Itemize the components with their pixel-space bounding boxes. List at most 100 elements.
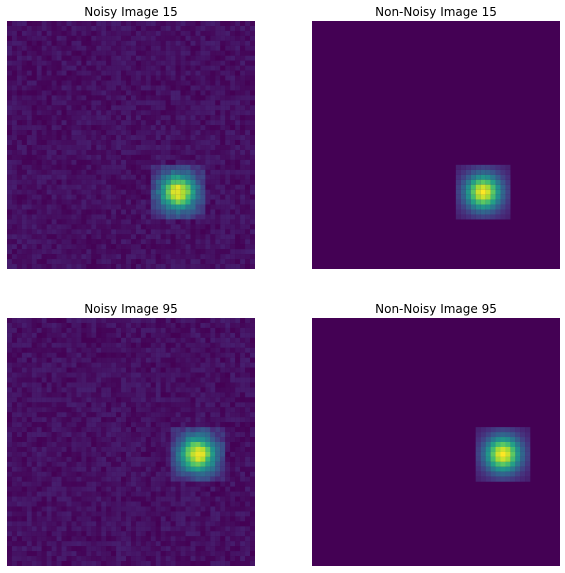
heatmap-cell: [215, 541, 221, 547]
heatmap-cell: [21, 437, 27, 443]
heatmap-cell: [26, 199, 32, 205]
heatmap-cell: [16, 30, 22, 36]
heatmap-cell: [135, 219, 141, 225]
heatmap-cell: [121, 511, 127, 517]
heatmap-cell: [91, 357, 97, 363]
heatmap-cell: [175, 164, 181, 170]
heatmap-cell: [126, 392, 132, 398]
heatmap-cell: [235, 496, 241, 502]
heatmap-cell: [11, 352, 17, 358]
heatmap-cell: [195, 239, 201, 245]
heatmap-cell: [230, 387, 236, 393]
heatmap-cell: [245, 407, 251, 413]
heatmap-cell: [240, 140, 246, 146]
heatmap-cell: [61, 322, 67, 328]
heatmap-cell: [180, 387, 186, 393]
heatmap-cell: [170, 105, 176, 111]
heatmap-cell: [56, 357, 62, 363]
heatmap-cell: [180, 234, 186, 240]
heatmap-cell: [116, 437, 122, 443]
heatmap-cell: [126, 145, 132, 151]
heatmap-cell: [220, 25, 226, 31]
heatmap-cell: [225, 318, 231, 324]
heatmap-cell: [140, 496, 146, 502]
heatmap-cell: [220, 224, 226, 230]
heatmap-cell: [121, 342, 127, 348]
heatmap-cell: [111, 70, 117, 76]
heatmap-cell: [250, 70, 255, 76]
heatmap-cell: [81, 45, 87, 51]
heatmap-cell: [140, 318, 146, 324]
heatmap-cell: [36, 412, 42, 418]
heatmap-cell: [185, 397, 191, 403]
heatmap-cell: [135, 511, 141, 517]
heatmap-cell: [170, 521, 176, 527]
heatmap-cell: [66, 40, 72, 46]
heatmap-cell: [36, 95, 42, 101]
heatmap-cell: [131, 322, 137, 328]
heatmap-cell: [16, 234, 22, 240]
heatmap-cell: [155, 337, 161, 343]
heatmap-cell: [41, 35, 47, 41]
heatmap-cell: [180, 437, 186, 443]
heatmap-cell: [66, 194, 72, 200]
heatmap-cell: [230, 249, 236, 255]
heatmap-cell: [31, 471, 37, 477]
heatmap-cell: [61, 466, 67, 472]
heatmap-cell: [116, 149, 122, 155]
heatmap-cell: [210, 342, 216, 348]
heatmap-cell: [61, 229, 67, 235]
heatmap-cell: [66, 85, 72, 91]
heatmap-cell: [215, 372, 221, 378]
heatmap-cell: [26, 254, 32, 260]
heatmap-cell: [31, 506, 37, 512]
heatmap-cell: [195, 511, 201, 517]
heatmap-cell: [230, 234, 236, 240]
heatmap-cell: [116, 407, 122, 413]
heatmap-cell: [225, 45, 231, 51]
heatmap-cell: [31, 536, 37, 542]
heatmap-cell: [155, 40, 161, 46]
heatmap-cell: [116, 239, 122, 245]
heatmap-cell: [470, 189, 476, 195]
heatmap-cell: [31, 347, 37, 353]
heatmap-cell: [160, 164, 166, 170]
heatmap-cell: [170, 100, 176, 106]
heatmap-cell: [76, 149, 82, 155]
heatmap-cell: [101, 461, 107, 467]
heatmap-cell: [215, 194, 221, 200]
heatmap-cell: [215, 80, 221, 86]
heatmap-cell: [225, 25, 231, 31]
heatmap-cell: [91, 95, 97, 101]
heatmap-cell: [215, 397, 221, 403]
heatmap-cell: [250, 194, 255, 200]
heatmap-cell: [140, 322, 146, 328]
heatmap-cell: [26, 174, 32, 180]
heatmap-cell: [16, 154, 22, 160]
heatmap-cell: [31, 397, 37, 403]
heatmap-cell: [135, 496, 141, 502]
heatmap-cell: [31, 481, 37, 487]
heatmap-cell: [155, 402, 161, 408]
heatmap-cell: [200, 337, 206, 343]
heatmap-cell: [230, 322, 236, 328]
heatmap-cell: [41, 546, 47, 552]
heatmap-cell: [145, 511, 151, 517]
heatmap-cell: [31, 75, 37, 81]
heatmap-cell: [56, 194, 62, 200]
heatmap-cell: [31, 224, 37, 230]
heatmap-cell: [116, 159, 122, 165]
heatmap-cell: [225, 204, 231, 210]
heatmap-cell: [250, 25, 255, 31]
heatmap-cell: [155, 476, 161, 482]
heatmap-cell: [235, 417, 241, 423]
heatmap-cell: [96, 209, 102, 215]
heatmap-cell: [51, 422, 57, 428]
heatmap-cell: [170, 115, 176, 121]
heatmap-cell: [16, 372, 22, 378]
heatmap-cell: [250, 224, 255, 230]
heatmap-cell: [235, 481, 241, 487]
heatmap-cell: [101, 105, 107, 111]
heatmap-cell: [205, 70, 211, 76]
heatmap-cell: [215, 244, 221, 250]
